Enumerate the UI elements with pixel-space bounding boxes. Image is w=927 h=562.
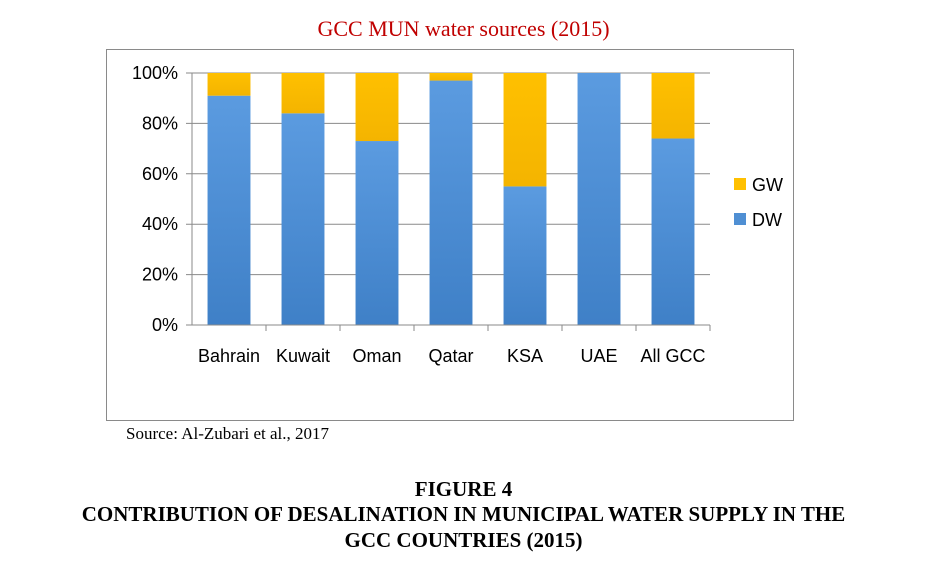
x-tick-label: All GCC [640,346,705,366]
y-tick-label: 60% [142,164,178,184]
figure-caption-line-1: CONTRIBUTION OF DESALINATION IN MUNICIPA… [81,502,846,526]
x-tick-label: Oman [352,346,401,366]
legend-label-gw: GW [752,175,783,195]
y-tick-label: 80% [142,113,178,133]
bar-gw-oman [355,73,399,142]
x-tick-label: Qatar [428,346,473,366]
bar-dw-qatar [429,80,473,325]
x-tick-label: Bahrain [198,346,260,366]
x-tick-label: KSA [507,346,543,366]
bar-gw-ksa [503,73,547,187]
y-tick-label: 20% [142,265,178,285]
figure-caption-line-2: GCC COUNTRIES (2015) [344,528,583,552]
bar-dw-uae [577,73,621,325]
bar-dw-ksa [503,186,547,325]
bar-dw-oman [355,141,399,325]
source-note: Source: Al-Zubari et al., 2017 [126,424,330,443]
bar-gw-bahrain [207,73,251,96]
bar-dw-kuwait [281,113,325,325]
legend-swatch-gw [734,178,746,190]
legend-swatch-dw [734,213,746,225]
x-tick-label: Kuwait [276,346,330,366]
y-tick-label: 40% [142,214,178,234]
y-tick-label: 100% [132,63,178,83]
legend-label-dw: DW [752,210,782,230]
bar-gw-qatar [429,73,473,81]
bar-gw-kuwait [281,73,325,114]
bar-dw-all-gcc [651,138,695,325]
bar-gw-all-gcc [651,73,695,139]
y-tick-label: 0% [152,315,178,335]
figure-number: FIGURE 4 [414,477,513,501]
chart-title: GCC MUN water sources (2015) [317,16,610,41]
bar-dw-bahrain [207,95,251,326]
x-tick-label: UAE [580,346,617,366]
